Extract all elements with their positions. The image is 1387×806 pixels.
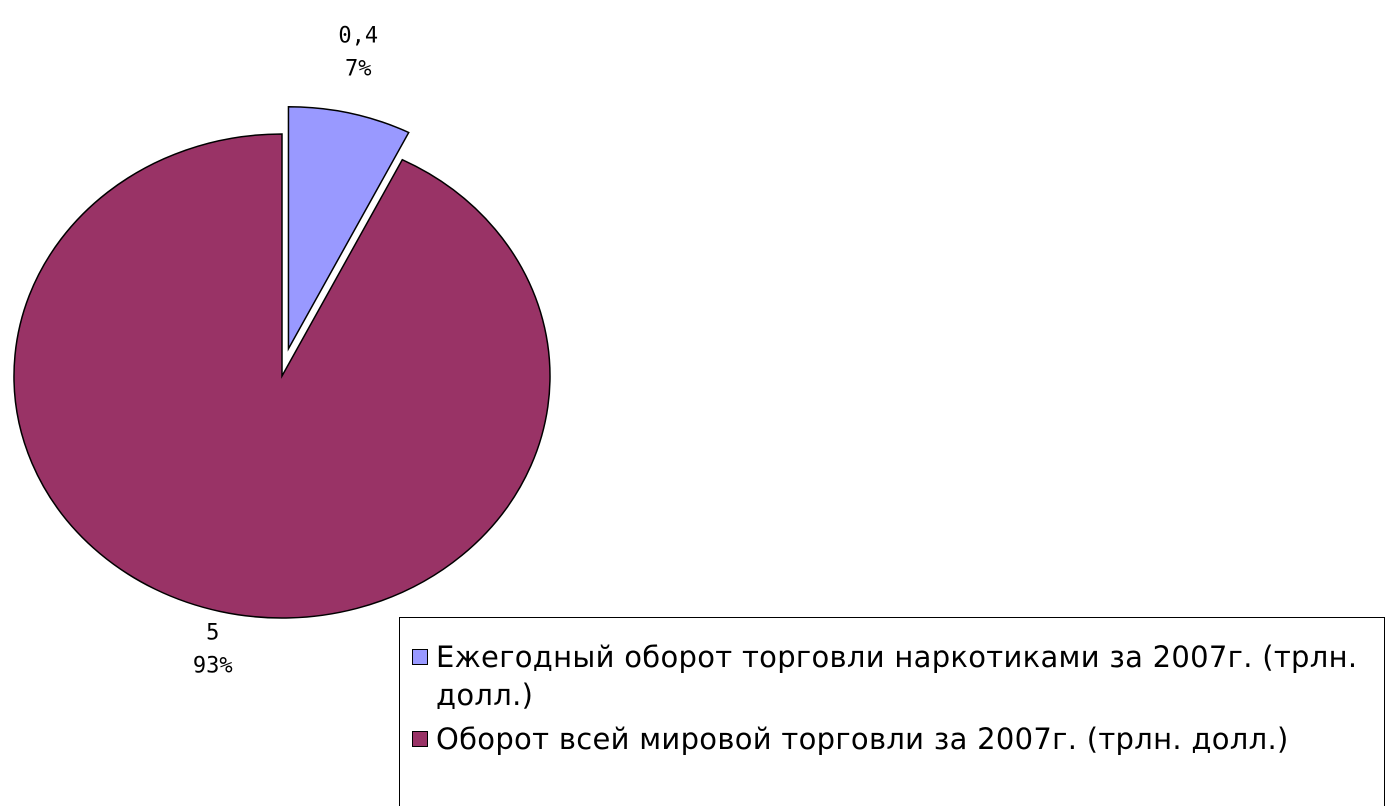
legend-swatch-world-trade bbox=[412, 731, 428, 747]
chart-legend: Ежегодный оборот торговли наркотиками за… bbox=[399, 617, 1385, 806]
legend-label-drug-trade: Ежегодный оборот торговли наркотиками за… bbox=[436, 640, 1358, 712]
legend-item-drug-trade: Ежегодный оборот торговли наркотиками за… bbox=[412, 638, 1384, 714]
pie-data-labels: 0,4 7% 5 93% bbox=[193, 24, 378, 679]
data-label-percent-drug-trade: 7% bbox=[345, 57, 372, 82]
data-label-value-world-trade: 5 bbox=[206, 621, 219, 646]
legend-item-world-trade: Оборот всей мировой торговли за 2007г. (… bbox=[412, 720, 1384, 758]
data-label-percent-world-trade: 93% bbox=[193, 654, 233, 679]
data-label-value-drug-trade: 0,4 bbox=[338, 24, 378, 49]
pie-slices bbox=[13, 106, 551, 619]
pie-slice-world-trade bbox=[13, 133, 551, 619]
legend-label-world-trade: Оборот всей мировой торговли за 2007г. (… bbox=[436, 722, 1289, 756]
pie-slice-drug-trade bbox=[287, 106, 410, 352]
legend-swatch-drug-trade bbox=[412, 649, 428, 665]
